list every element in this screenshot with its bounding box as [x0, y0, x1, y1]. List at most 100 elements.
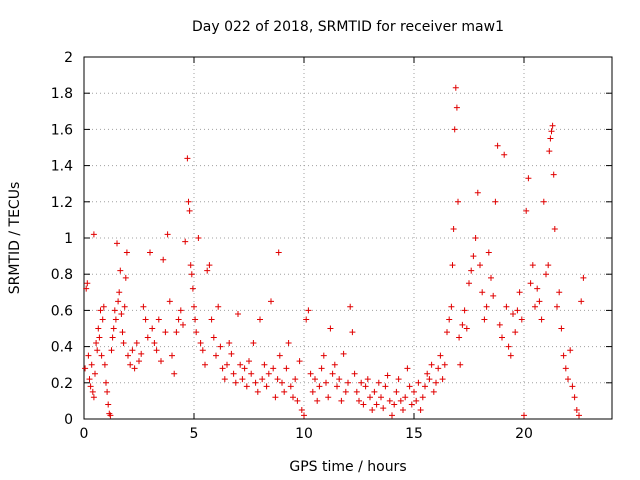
data-point [204, 267, 211, 274]
data-point [336, 376, 343, 383]
data-point [232, 379, 239, 386]
data-point [272, 394, 279, 401]
y-tick-label: 0.6 [51, 303, 73, 319]
y-tick-label: 2 [64, 50, 73, 66]
data-point [461, 307, 468, 314]
data-point [180, 321, 186, 328]
data-point [121, 303, 128, 310]
data-point [281, 388, 288, 395]
data-point [446, 316, 453, 323]
data-point [356, 397, 362, 404]
data-point [422, 383, 428, 390]
data-point [477, 262, 483, 269]
data-point [382, 383, 389, 390]
data-point [199, 347, 206, 354]
data-point [550, 171, 557, 178]
data-point [210, 334, 217, 341]
data-point [580, 274, 587, 281]
data-point [89, 388, 96, 395]
data-point [147, 249, 153, 256]
data-point [340, 350, 347, 357]
data-point [298, 406, 305, 413]
data-point [259, 376, 266, 383]
data-point [573, 406, 580, 413]
data-point [536, 298, 543, 305]
data-point [419, 394, 426, 401]
data-point [558, 325, 565, 332]
data-point [175, 316, 182, 323]
data-point [472, 235, 479, 241]
data-point [92, 370, 98, 377]
data-point [104, 388, 111, 395]
data-point [463, 325, 470, 332]
data-point [296, 358, 303, 365]
data-point [270, 365, 277, 372]
data-point [523, 207, 530, 214]
data-point [428, 361, 435, 368]
data-point [459, 321, 466, 328]
data-point [239, 376, 246, 383]
data-point [576, 412, 582, 419]
data-point [312, 376, 318, 383]
data-point [96, 334, 103, 341]
data-point [413, 397, 420, 404]
data-point [228, 350, 235, 357]
data-point [342, 388, 349, 395]
data-point [219, 365, 226, 372]
data-points [82, 84, 587, 419]
data-point [202, 361, 208, 368]
data-point [160, 256, 167, 263]
data-point [109, 334, 116, 341]
data-point [548, 128, 555, 135]
data-point [230, 370, 237, 377]
data-point [369, 406, 376, 413]
data-point [439, 376, 446, 383]
data-point [285, 339, 292, 346]
data-point [248, 370, 255, 377]
data-point [246, 358, 252, 365]
data-point [217, 343, 224, 350]
data-point [173, 329, 180, 336]
x-tick-label: 0 [80, 426, 89, 442]
data-point [437, 352, 444, 359]
data-point [149, 325, 156, 332]
data-point [287, 383, 294, 390]
data-point [444, 329, 450, 336]
chart-title: Day 022 of 2018, SRMTID for receiver maw… [192, 19, 504, 35]
data-point [169, 352, 175, 359]
data-point [85, 352, 92, 359]
data-point [483, 303, 490, 310]
data-point [316, 383, 323, 390]
data-point [224, 361, 230, 368]
data-point [142, 316, 149, 323]
data-point [395, 376, 402, 383]
data-point [565, 376, 571, 383]
data-point [151, 339, 158, 346]
data-point [164, 231, 171, 238]
data-point [415, 379, 422, 386]
data-point [90, 394, 97, 401]
data-point [516, 289, 523, 296]
data-point [257, 316, 263, 323]
data-point [426, 376, 433, 383]
data-point [545, 262, 552, 269]
data-point [378, 394, 384, 401]
data-point [400, 406, 406, 413]
data-point [100, 303, 107, 310]
data-point [546, 148, 553, 155]
data-point [131, 365, 138, 372]
data-point [192, 316, 199, 323]
data-point [107, 412, 114, 419]
data-point [543, 271, 549, 278]
data-point [375, 379, 382, 386]
data-point [185, 198, 192, 205]
data-point [206, 262, 213, 269]
data-point [470, 253, 477, 260]
x-tick-label: 20 [515, 426, 533, 442]
data-point [338, 397, 345, 404]
data-point [327, 325, 334, 332]
data-point [171, 370, 178, 377]
data-point [162, 329, 169, 336]
data-point [155, 316, 162, 323]
data-point [351, 370, 358, 377]
